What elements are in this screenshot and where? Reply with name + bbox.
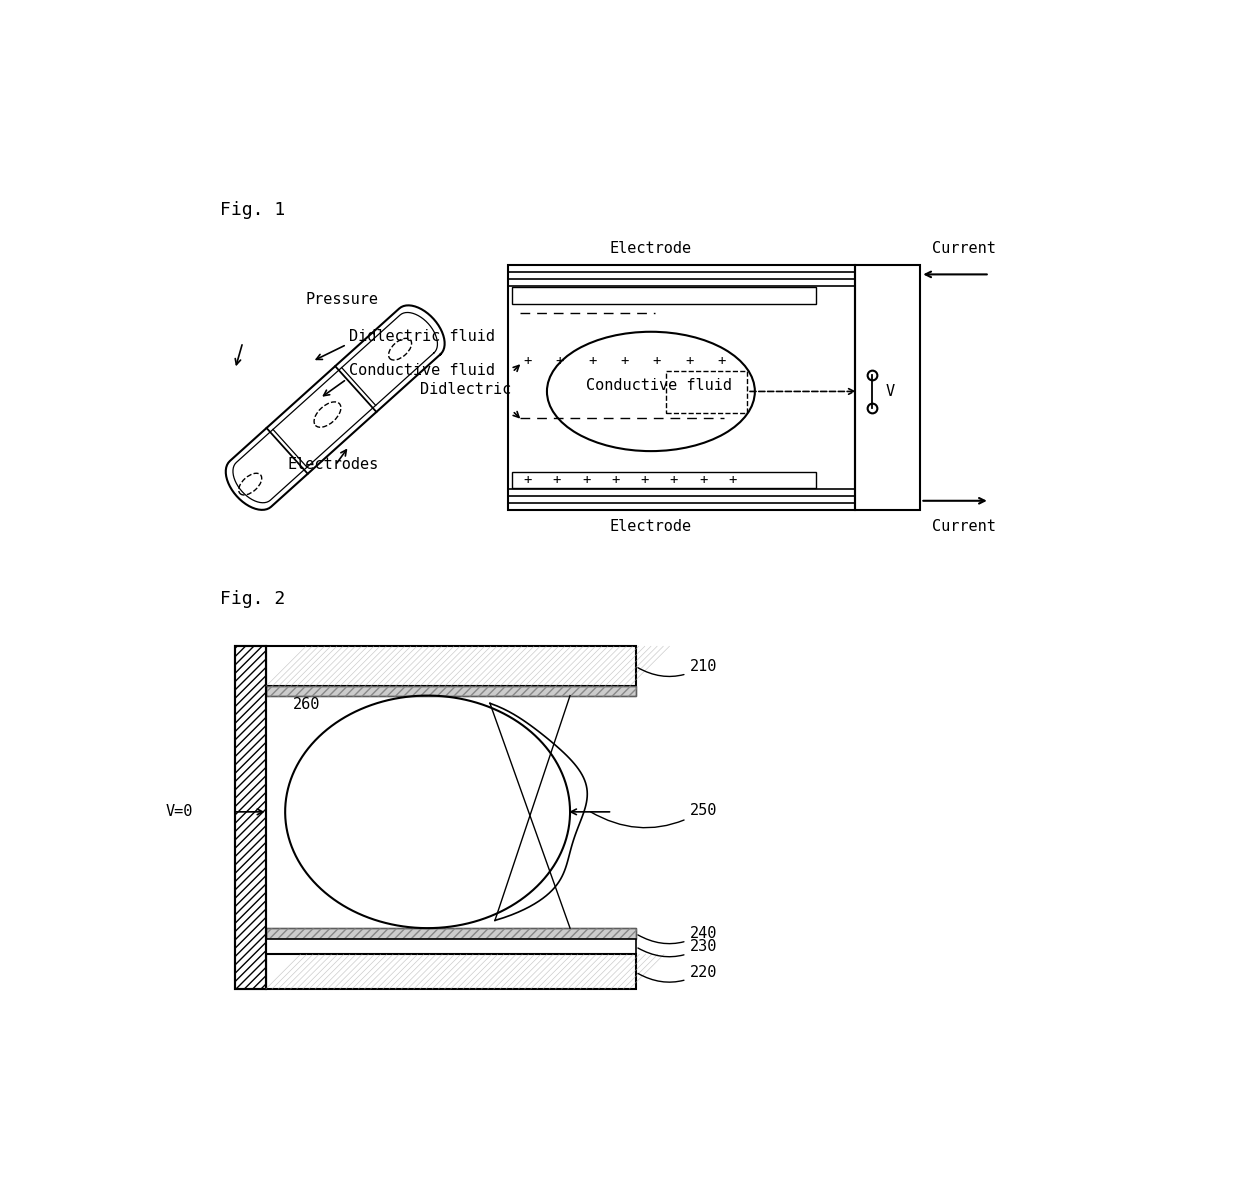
Text: 230: 230 — [637, 939, 717, 957]
Bar — [666, 370, 748, 413]
Text: +: + — [728, 473, 737, 487]
Text: +: + — [653, 354, 661, 368]
Text: +: + — [553, 473, 562, 487]
Text: +: + — [523, 473, 532, 487]
Text: Conductive fluid: Conductive fluid — [585, 377, 732, 393]
Bar — [265, 686, 635, 696]
Bar — [512, 286, 816, 304]
Text: Pressure: Pressure — [306, 292, 379, 306]
Text: +: + — [620, 354, 629, 368]
Text: V: V — [885, 384, 895, 399]
Text: Current: Current — [932, 519, 996, 535]
Bar — [265, 939, 635, 955]
Bar — [265, 646, 635, 686]
Bar — [265, 929, 635, 939]
Text: Electrode: Electrode — [610, 519, 692, 535]
Bar — [236, 646, 265, 989]
Text: Electrodes: Electrodes — [288, 457, 378, 472]
Text: 260: 260 — [293, 698, 320, 712]
Text: 240: 240 — [637, 926, 717, 944]
Text: 210: 210 — [637, 659, 717, 677]
Bar — [265, 955, 635, 989]
Text: Electrode: Electrode — [610, 240, 692, 256]
Text: +: + — [641, 473, 649, 487]
Text: 250: 250 — [590, 803, 717, 828]
Text: Conductive fluid: Conductive fluid — [350, 363, 495, 379]
Text: V=0: V=0 — [165, 804, 192, 820]
Bar — [508, 265, 854, 510]
Text: Didlectric fluid: Didlectric fluid — [350, 329, 495, 343]
Bar — [265, 686, 635, 696]
Text: +: + — [582, 473, 590, 487]
Text: Didlectric: Didlectric — [420, 382, 512, 397]
Bar — [236, 646, 265, 989]
Text: +: + — [611, 473, 620, 487]
Text: Current: Current — [932, 240, 996, 256]
Text: Fig. 2: Fig. 2 — [219, 590, 285, 608]
Text: +: + — [686, 354, 693, 368]
Bar — [265, 929, 635, 939]
Text: +: + — [523, 354, 532, 368]
Text: +: + — [670, 473, 678, 487]
Bar — [512, 472, 816, 489]
Text: Fig. 1: Fig. 1 — [219, 201, 285, 219]
Text: +: + — [556, 354, 564, 368]
Bar — [854, 265, 920, 510]
Text: +: + — [699, 473, 708, 487]
Text: +: + — [718, 354, 725, 368]
Text: +: + — [588, 354, 596, 368]
Text: 220: 220 — [637, 964, 717, 982]
